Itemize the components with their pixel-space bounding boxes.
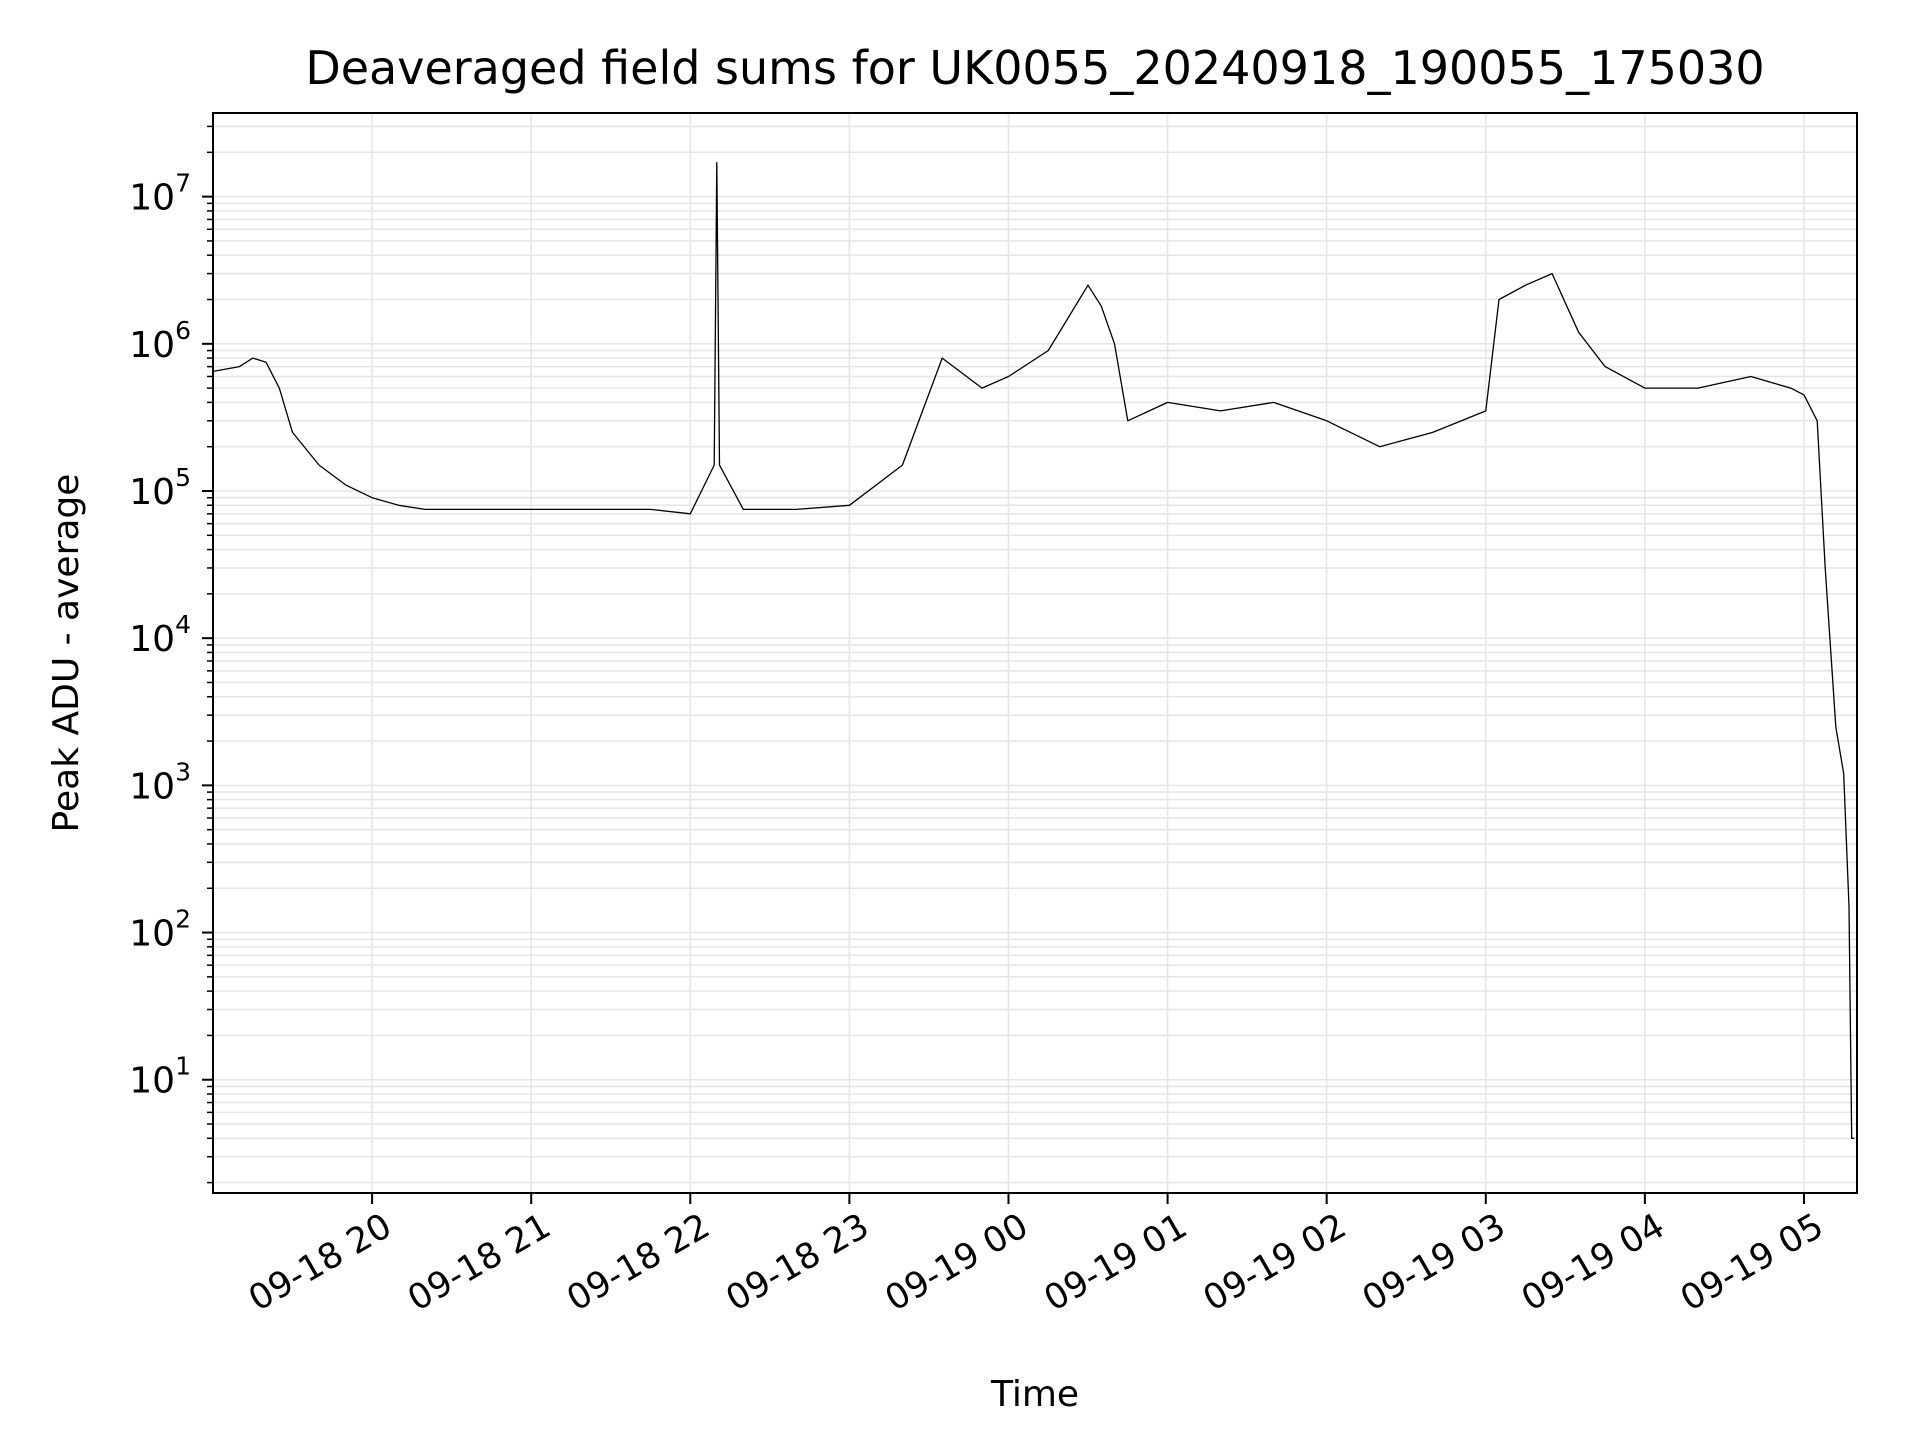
y-tick-label: 102 bbox=[129, 905, 191, 955]
series-line bbox=[212, 162, 1855, 1139]
plot-area bbox=[212, 162, 1855, 1139]
y-tick-label: 104 bbox=[129, 610, 191, 660]
y-tick-label: 105 bbox=[129, 463, 191, 513]
y-tick-label: 107 bbox=[129, 169, 191, 219]
y-tick-label: 103 bbox=[129, 757, 191, 807]
x-axis-label: Time bbox=[990, 1374, 1079, 1415]
chart-title: Deaveraged field sums for UK0055_2024091… bbox=[305, 41, 1764, 95]
y-tick-label: 101 bbox=[129, 1052, 191, 1102]
grid bbox=[213, 113, 1857, 1193]
y-tick-label: 106 bbox=[129, 316, 191, 366]
y-axis-label: Peak ADU - average bbox=[46, 474, 87, 833]
